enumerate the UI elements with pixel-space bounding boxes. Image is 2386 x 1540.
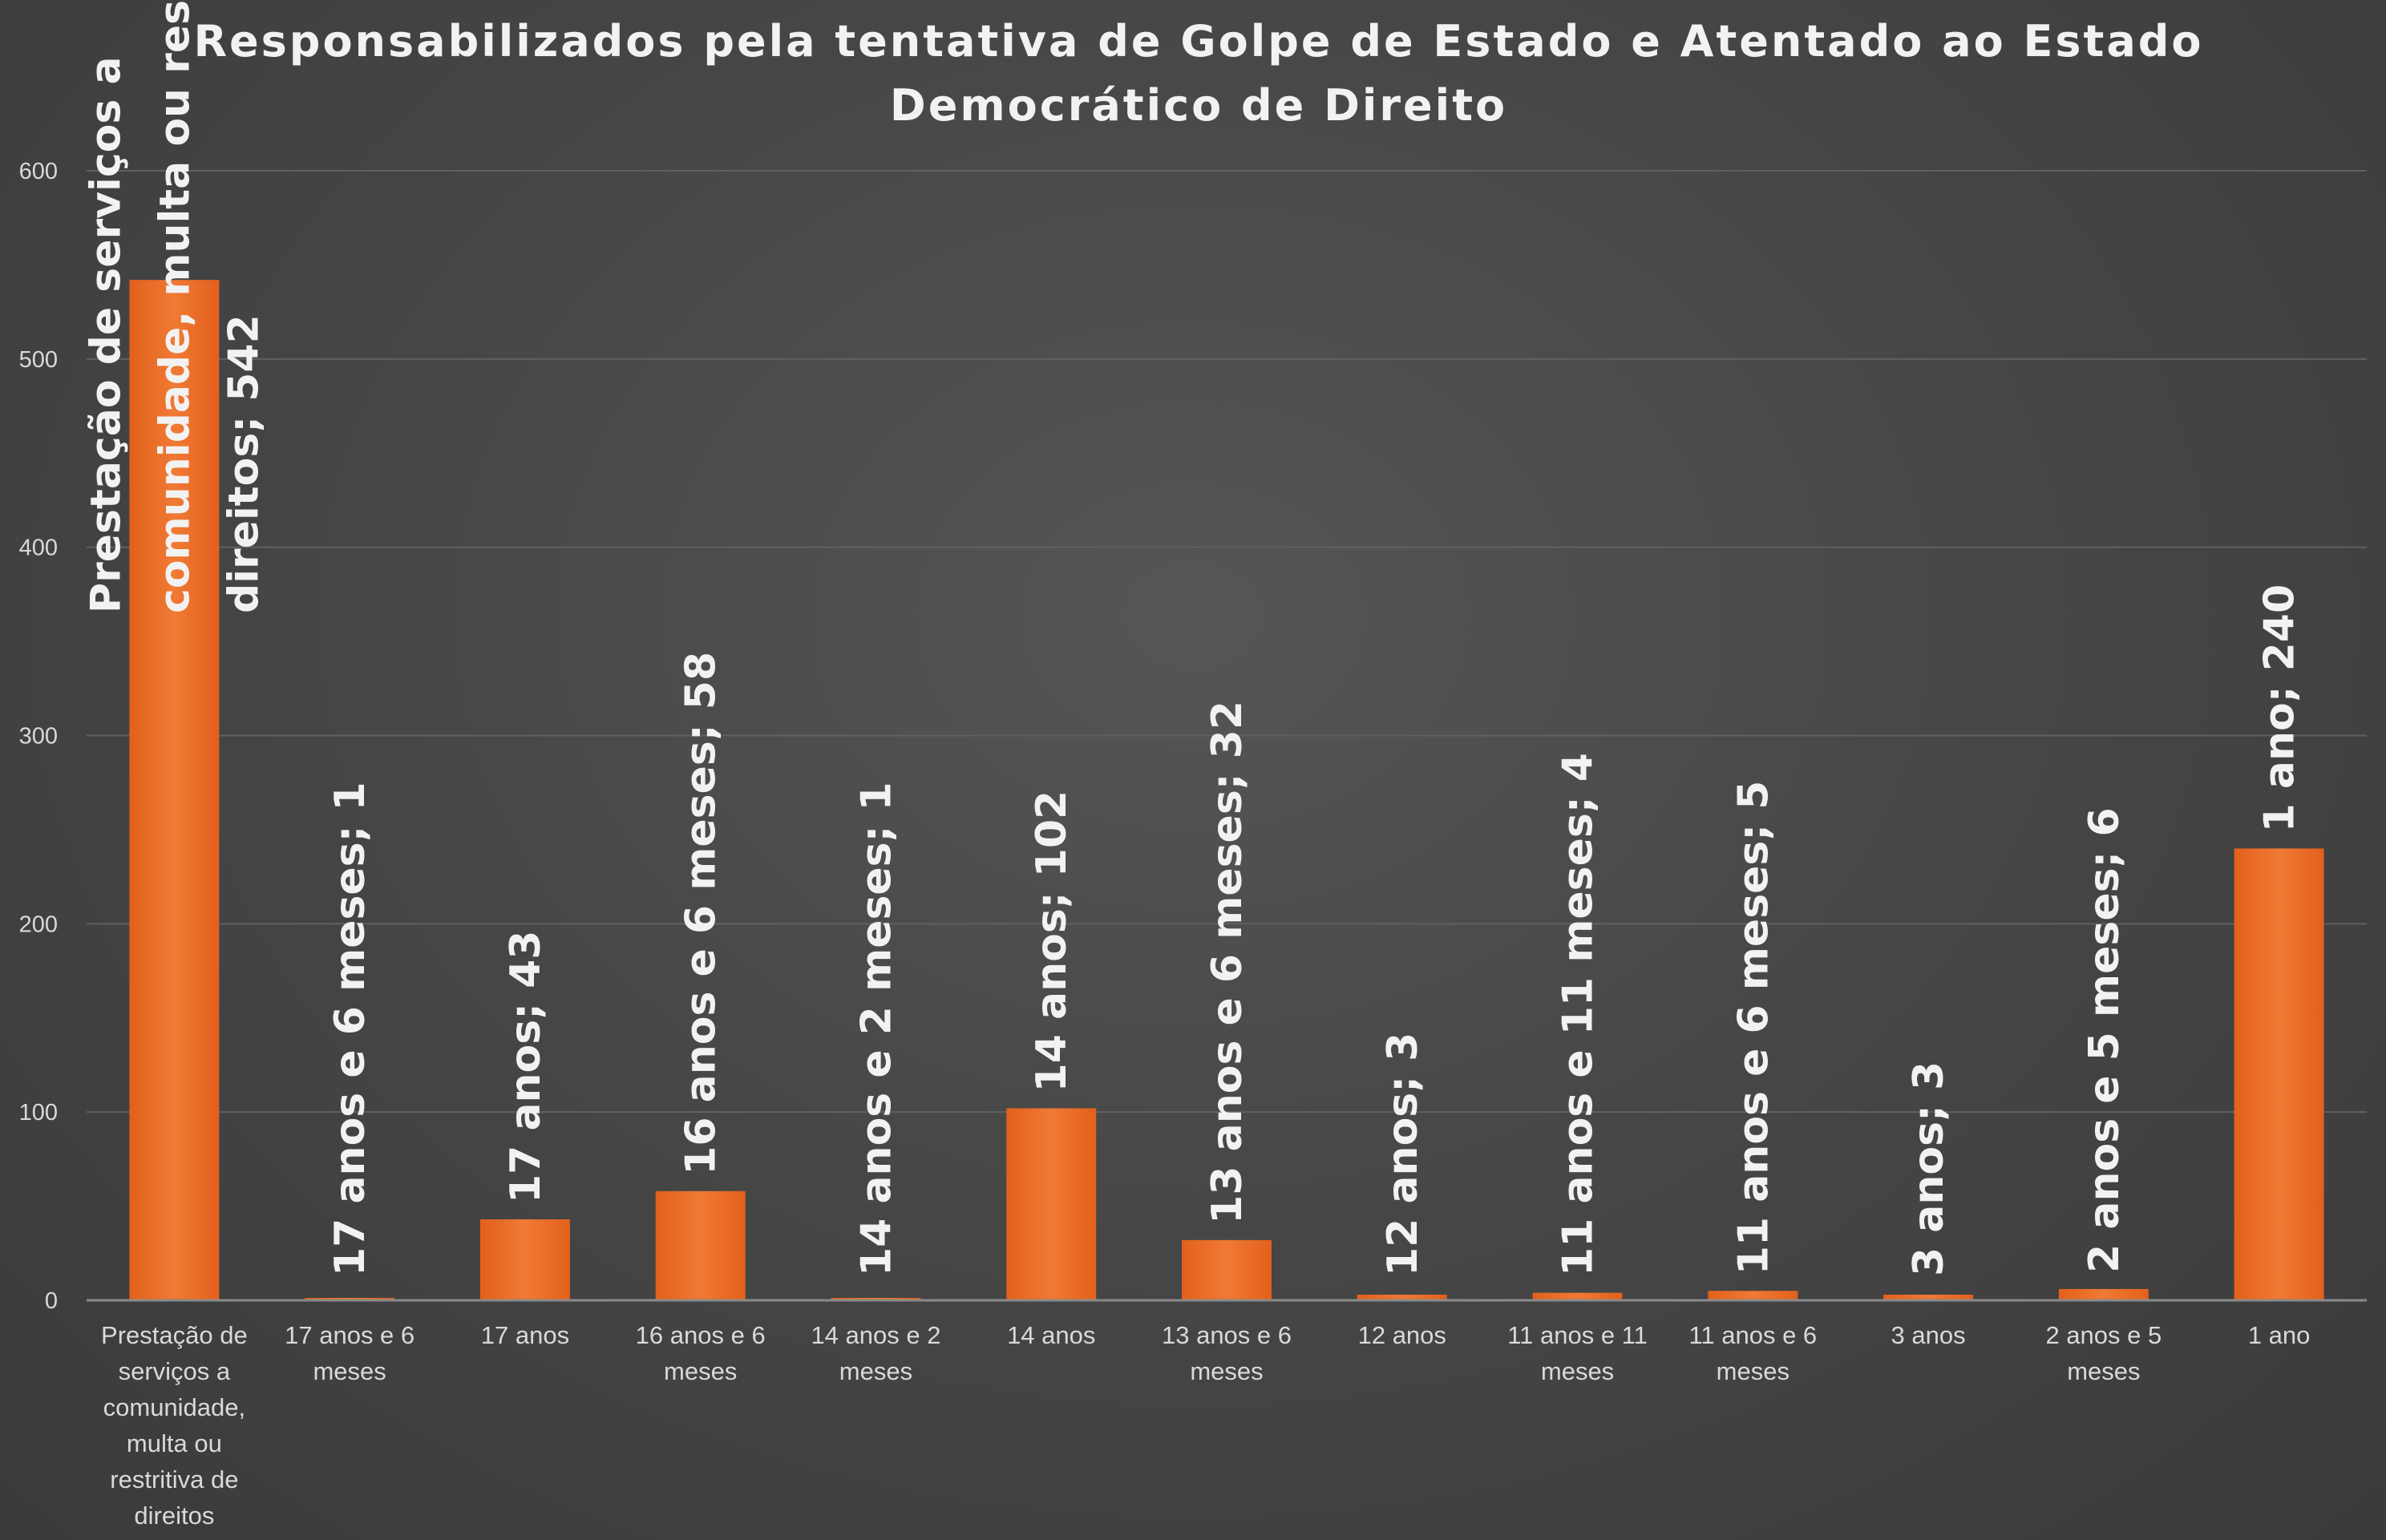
gridlines [87,170,2367,1114]
x-tick-label: 14 anos [1007,1321,1095,1349]
x-tick-label: direitos [134,1502,214,1530]
y-tick-label: 300 [19,724,58,750]
data-label: comunidade, multa ou restritiva de [151,0,199,613]
x-tick-label: 17 anos e 6 [285,1321,415,1349]
bar [655,1190,746,1300]
x-tick-label: 2 anos e 5 [2045,1321,2162,1349]
x-tick-label: meses [1717,1357,1790,1385]
x-tick-label: 3 anos [1891,1321,1966,1349]
y-tick-label: 100 [19,1100,58,1126]
bar [1532,1292,1623,1300]
y-tick-label: 400 [19,536,58,561]
x-tick-label: meses [313,1357,386,1385]
data-labels: Prestação de serviços a comunidade, multa… [82,0,2303,1276]
data-label: 14 anos e 2 meses; 1 [852,782,900,1276]
bar [129,280,220,1300]
y-tick-label: 500 [19,347,58,373]
data-label: 13 anos e 6 meses; 32 [1203,701,1252,1224]
data-label: Prestação de serviços a [82,56,130,613]
data-label: 1 ano; 240 [2256,584,2304,833]
bar [1006,1108,1097,1300]
data-label: 14 anos; 102 [1028,790,1076,1093]
x-tick-label: meses [1190,1357,1263,1385]
x-tick-label: 17 anos [481,1321,569,1349]
data-label: 3 anos; 3 [1905,1061,1953,1276]
bar [1182,1239,1272,1300]
bar [1883,1294,1974,1300]
x-tick-label: meses [839,1357,912,1385]
chart-title-line: Responsabilizados pela tentativa de Golp… [193,16,2203,67]
data-label: 2 anos e 5 meses; 6 [2081,807,2129,1273]
data-label: 16 anos e 6 meses; 58 [677,652,726,1175]
x-tick-label: meses [2067,1357,2140,1385]
x-tick-label: 11 anos e 6 [1688,1321,1817,1349]
x-tick-label: meses [1541,1357,1614,1385]
x-tick-label: Prestação de [101,1321,248,1349]
bar [479,1219,570,1300]
bar [1357,1294,1447,1300]
x-tick-label: meses [664,1357,737,1385]
data-label: 11 anos e 6 meses; 5 [1729,781,1777,1275]
x-tick-label: serviços a [119,1357,231,1385]
data-label: direitos; 542 [220,314,268,613]
bar [2234,848,2324,1300]
x-tick-label: 11 anos e 11 [1507,1321,1648,1349]
x-tick-label: 12 anos [1358,1321,1446,1349]
x-tick-label: 16 anos e 6 [636,1321,766,1349]
data-label: 17 anos e 6 meses; 1 [326,782,374,1276]
x-tick-label: comunidade, [103,1393,246,1421]
x-tick-label: 13 anos e 6 [1162,1321,1292,1349]
y-tick-label: 0 [45,1288,58,1314]
data-label: 11 anos e 11 meses; 4 [1555,753,1603,1276]
chart-title: Responsabilizados pela tentativa de Golp… [193,16,2203,131]
x-tick-label: multa ou [127,1429,222,1457]
y-axis: 0 100 200 300 400 500 600 [19,159,58,1314]
x-axis-labels: Prestação de serviços a comunidade, multa o… [101,1321,2310,1530]
bar [2058,1288,2149,1300]
data-label: 12 anos; 3 [1379,1033,1427,1276]
x-tick-label: restritiva de [110,1465,238,1494]
bar [1708,1291,1798,1300]
x-tick-label: 1 ano [2248,1321,2311,1349]
data-label: 17 anos; 43 [502,931,550,1204]
bars [129,280,2324,1300]
chart-title-line: Democrático de Direito [890,80,1507,131]
x-tick-label: 14 anos e 2 [811,1321,940,1349]
y-tick-label: 600 [19,159,58,184]
y-tick-label: 200 [19,911,58,937]
